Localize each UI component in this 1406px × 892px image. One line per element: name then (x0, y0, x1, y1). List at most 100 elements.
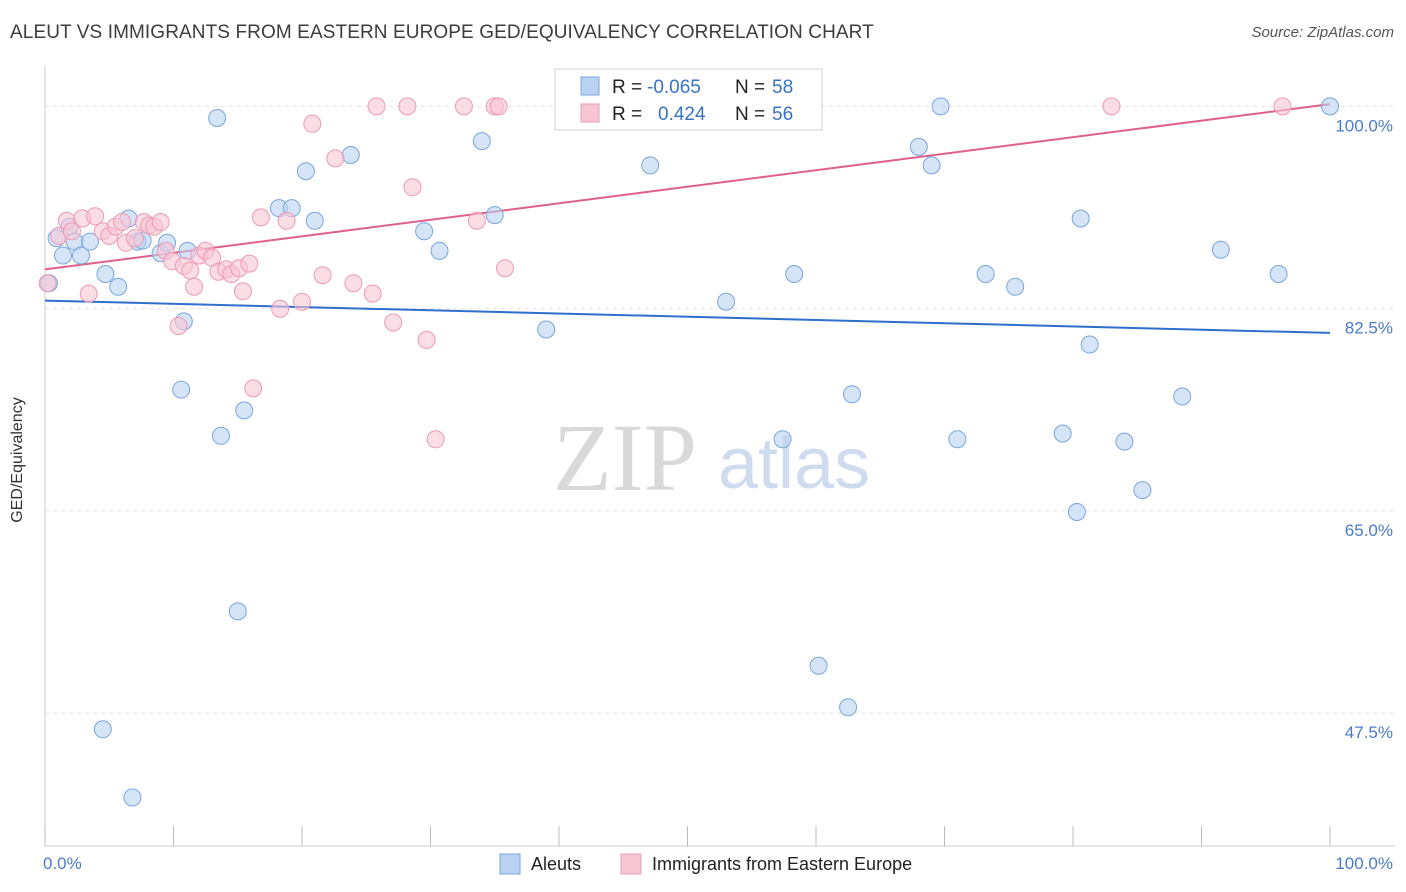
aleut-point-46 (1053, 424, 1072, 443)
watermark-zip: ZIP (553, 404, 697, 511)
immigrant-point-38 (313, 266, 332, 285)
aleut-point-18 (212, 426, 230, 445)
stats-n-value-2: 56 (772, 104, 793, 125)
immigrant-point-41 (363, 284, 382, 303)
aleut-point-8 (109, 277, 128, 296)
aleut-point-54 (1269, 265, 1288, 283)
aleut-point-2 (54, 246, 72, 265)
aleut-point-55 (1321, 97, 1339, 116)
immigrant-point-37 (303, 114, 322, 133)
watermark-atlas: atlas (718, 424, 870, 504)
stats-r-label-2: R = (612, 104, 642, 125)
immigrant-point-16 (151, 213, 170, 231)
immigrant-point-49 (467, 211, 486, 230)
stats-n-label-1: N = (735, 77, 765, 98)
stats-r-value-2: 0.424 (658, 104, 706, 125)
aleut-point-27 (430, 241, 449, 260)
x-tick-label-0: 0.0% (43, 854, 82, 873)
x-tick-label-1: 100.0% (1335, 854, 1393, 873)
source-credit: Source: ZipAtlas.com (1251, 24, 1394, 41)
immigrant-point-43 (384, 313, 403, 332)
aleut-point-37 (809, 656, 828, 675)
aleut-point-50 (1115, 432, 1134, 451)
immigrant-point-31 (240, 254, 259, 273)
chart-title: ALEUT VS IMMIGRANTS FROM EASTERN EUROPE … (10, 22, 874, 43)
immigrant-point-42 (367, 97, 386, 116)
stats-r-label-1: R = (612, 77, 642, 98)
stats-swatch-aleuts (580, 76, 600, 96)
immigrant-point-44 (398, 97, 417, 116)
aleut-point-45 (1006, 277, 1025, 296)
aleut-point-57 (123, 788, 142, 807)
axes (44, 66, 1395, 847)
aleut-point-31 (641, 156, 660, 175)
immigrant-point-22 (185, 277, 204, 296)
y-tick-labels: 47.5% 65.0% 82.5% 100.0% (1335, 116, 1393, 742)
immigrant-point-39 (326, 149, 345, 168)
trend-lines (44, 103, 1331, 334)
y-tick-label-0: 47.5% (1345, 723, 1393, 742)
aleut-point-40 (909, 137, 928, 156)
aleut-point-35 (773, 430, 792, 449)
immigrant-point-45 (403, 178, 422, 197)
immigrant-point-32 (244, 379, 263, 398)
aleut-point-24 (305, 211, 324, 230)
aleut-point-42 (931, 97, 950, 116)
stats-legend-box: R = -0.065 N = 58 R = 0.424 N = 56 (554, 68, 823, 131)
immigrant-point-0 (38, 274, 57, 293)
immigrant-trend-line (44, 103, 1331, 271)
immigrant-point-54 (1102, 97, 1121, 116)
aleut-point-6 (81, 232, 99, 251)
y-tick-label-1: 65.0% (1345, 521, 1393, 540)
aleut-point-52 (1173, 387, 1192, 406)
stats-r-value-1: -0.065 (647, 77, 701, 98)
aleut-point-39 (843, 385, 861, 404)
aleut-point-33 (717, 292, 736, 311)
immigrant-point-36 (293, 292, 311, 311)
aleut-point-43 (948, 430, 967, 449)
aleut-point-26 (415, 222, 434, 241)
immigrant-point-52 (496, 259, 514, 278)
aleut-point-44 (976, 265, 995, 283)
immigrant-point-34 (271, 299, 290, 318)
immigrant-point-46 (417, 330, 436, 349)
immigrant-point-47 (426, 430, 445, 449)
x-tick-labels: 0.0% 100.0% (43, 854, 1393, 873)
immigrant-point-12 (125, 229, 144, 248)
immigrant-point-55 (1273, 97, 1292, 116)
immigrant-point-33 (251, 208, 270, 227)
aleut-point-30 (537, 320, 556, 339)
immigrant-point-3 (63, 222, 81, 241)
stats-swatch-immigrants (580, 103, 600, 123)
immigrant-point-48 (454, 97, 473, 116)
aleut-point-7 (96, 265, 115, 283)
aleut-point-38 (839, 698, 858, 717)
aleut-point-47 (1067, 503, 1086, 521)
legend-swatch-immigrants (620, 853, 642, 875)
aleut-point-53 (1211, 240, 1230, 259)
immigrant-point-10 (113, 213, 132, 231)
aleut-point-23 (296, 162, 315, 181)
legend-label-immigrants: Immigrants from Eastern Europe (652, 854, 912, 874)
aleut-point-49 (1080, 335, 1099, 354)
immigrant-point-35 (277, 211, 296, 230)
aleut-point-20 (235, 401, 254, 420)
legend-label-aleuts: Aleuts (531, 854, 581, 874)
y-tick-label-3: 100.0% (1335, 116, 1393, 135)
aleut-trend-line (44, 299, 1331, 334)
aleut-point-14 (172, 380, 191, 399)
aleut-point-29 (485, 206, 504, 225)
aleut-point-17 (208, 109, 227, 127)
stats-n-label-2: N = (735, 104, 765, 125)
immigrant-point-21 (181, 261, 200, 280)
aleut-point-48 (1071, 209, 1090, 228)
aleut-point-5 (72, 246, 90, 265)
legend-swatch-aleuts (499, 853, 521, 875)
aleut-point-56 (93, 720, 112, 739)
bottom-legend: Aleuts Immigrants from Eastern Europe (499, 853, 912, 875)
aleut-point-28 (472, 132, 491, 151)
immigrant-point-6 (86, 207, 105, 226)
aleut-point-41 (922, 156, 941, 175)
immigrant-point-19 (169, 317, 188, 335)
